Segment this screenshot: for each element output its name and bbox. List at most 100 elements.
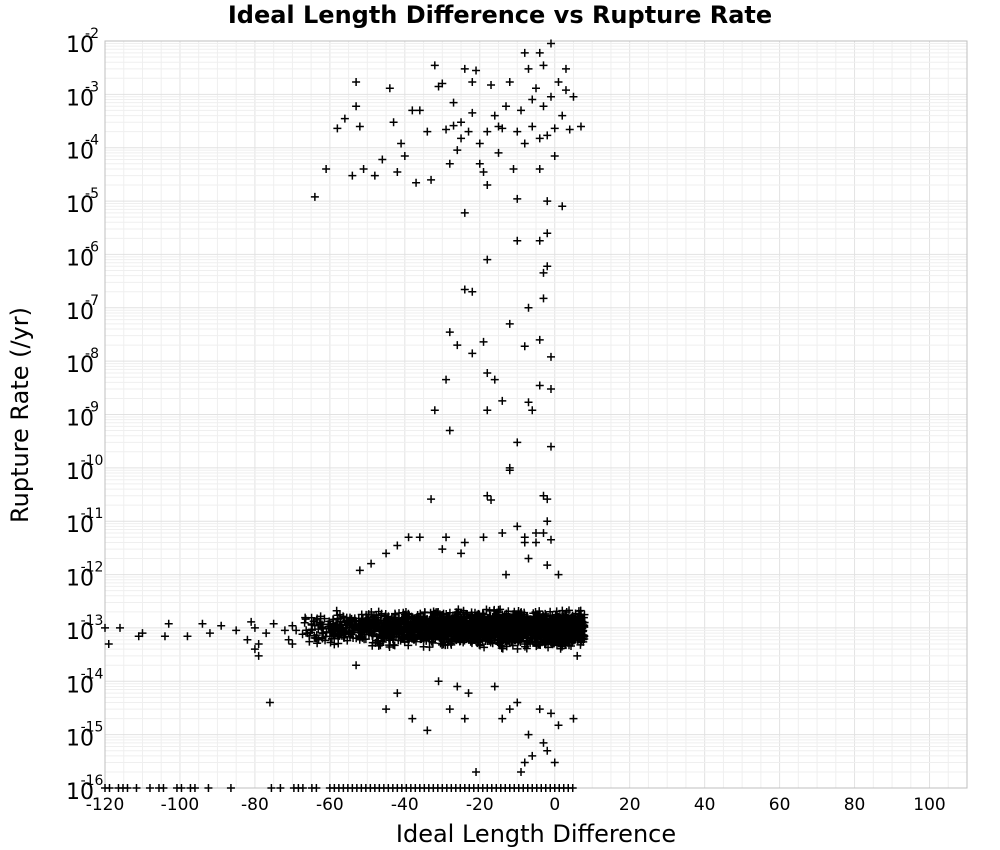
data-point (400, 638, 409, 647)
data-point (543, 197, 552, 206)
data-point (393, 625, 402, 634)
data-point (468, 349, 477, 358)
data-point (269, 619, 278, 628)
data-point (490, 605, 499, 614)
y-tick-labels: 10-210-310-410-510-610-710-810-910-1010-… (66, 26, 104, 805)
data-point (366, 620, 375, 629)
data-point (487, 80, 496, 89)
data-point (483, 255, 492, 264)
data-point (539, 529, 548, 538)
y-tick-label: 10 (66, 193, 94, 218)
y-tick-label: 10 (66, 620, 94, 645)
data-point (376, 641, 385, 650)
data-point (397, 139, 406, 148)
data-point (247, 617, 256, 626)
data-point (320, 614, 329, 623)
data-point (552, 618, 561, 627)
y-tick-label: 10 (66, 673, 94, 698)
data-point (164, 619, 173, 628)
data-point (468, 287, 477, 296)
y-tick-label: 10 (66, 246, 94, 271)
data-point (550, 124, 559, 133)
data-point (430, 61, 439, 70)
data-point (573, 651, 582, 660)
data-point (439, 618, 448, 627)
x-tick-label: -100 (161, 795, 200, 815)
data-point (468, 108, 477, 117)
x-axis-label: Ideal Length Difference (396, 820, 676, 848)
data-point (393, 541, 402, 550)
data-point (485, 606, 494, 615)
data-point (546, 709, 555, 718)
data-point (526, 624, 535, 633)
data-point (115, 623, 124, 632)
data-point (322, 164, 331, 173)
data-point (438, 640, 447, 649)
data-point (554, 721, 563, 730)
data-point (513, 644, 522, 653)
data-point (546, 442, 555, 451)
data-point (460, 714, 469, 723)
data-point (374, 616, 383, 625)
data-point (498, 529, 507, 538)
data-point (392, 630, 401, 639)
data-point (160, 632, 169, 641)
x-tick-label: 40 (694, 795, 716, 815)
data-point (348, 171, 357, 180)
data-point (298, 784, 307, 792)
data-point (355, 566, 364, 575)
data-point (543, 262, 552, 271)
data-point (380, 612, 389, 621)
data-point (543, 746, 552, 755)
data-point (335, 631, 344, 640)
data-point (520, 758, 529, 767)
data-point (550, 758, 559, 767)
data-point (288, 621, 297, 630)
data-point (558, 640, 567, 649)
data-point (190, 784, 199, 792)
data-point (298, 630, 307, 639)
data-point (497, 632, 506, 641)
data-point (520, 139, 529, 148)
data-point (558, 111, 567, 120)
data-point (549, 637, 558, 646)
data-point (408, 621, 417, 630)
data-point (479, 337, 488, 346)
grid (104, 41, 968, 789)
data-point (490, 616, 499, 625)
data-point (539, 268, 548, 277)
data-point (472, 66, 481, 75)
data-point (559, 629, 568, 638)
data-point (498, 396, 507, 405)
data-point (483, 368, 492, 377)
data-point (417, 629, 426, 638)
data-point (484, 614, 493, 623)
data-point (483, 181, 492, 190)
y-tick-label: 10 (66, 86, 94, 111)
x-tick-label: 80 (844, 795, 866, 815)
data-point (551, 614, 560, 623)
data-point (546, 385, 555, 394)
data-point (352, 661, 361, 670)
x-tick-label: 100 (913, 795, 945, 815)
data-point (530, 630, 539, 639)
data-point (254, 651, 263, 660)
data-point (475, 640, 484, 649)
data-point (475, 139, 484, 148)
data-point (428, 612, 437, 621)
data-points (101, 39, 589, 792)
data-point (459, 606, 468, 615)
data-point (391, 610, 400, 619)
data-point (329, 615, 338, 624)
data-point (535, 335, 544, 344)
data-point (512, 632, 521, 641)
data-point (438, 545, 447, 554)
data-point (536, 613, 545, 622)
data-point (554, 78, 563, 87)
data-point (481, 626, 490, 635)
data-point (415, 106, 424, 115)
data-point (265, 698, 274, 707)
data-point (226, 784, 235, 792)
chart-title: Ideal Length Difference vs Rupture Rate (228, 1, 772, 29)
data-point (198, 619, 207, 628)
